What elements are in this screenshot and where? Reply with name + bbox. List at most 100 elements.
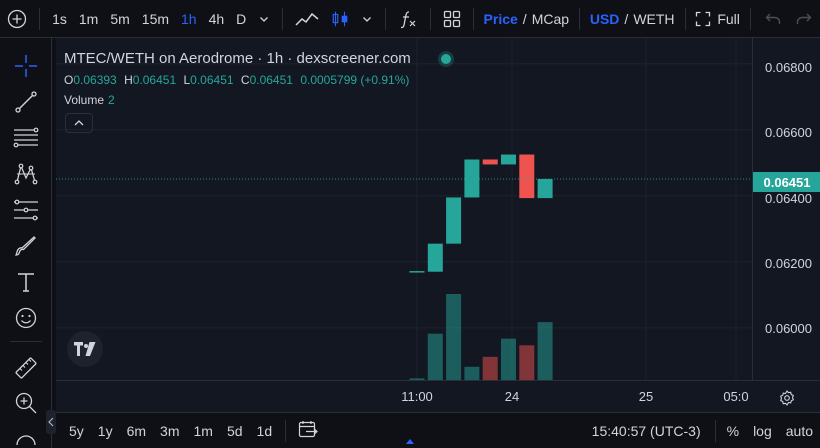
text-icon bbox=[18, 273, 34, 292]
toolbar-divider bbox=[39, 7, 41, 30]
range-6m[interactable]: 6m bbox=[126, 422, 147, 439]
price-option[interactable]: Price bbox=[483, 10, 518, 27]
interval-1s[interactable]: 1s bbox=[52, 10, 67, 27]
measure-tool[interactable] bbox=[10, 195, 42, 225]
crosshair-tool[interactable] bbox=[10, 51, 42, 81]
ruler-icon bbox=[15, 357, 37, 379]
price-axis[interactable]: 0.06800 0.06600 0.06400 0.06200 0.06000 … bbox=[752, 38, 820, 380]
ruler-lines-icon bbox=[14, 199, 38, 221]
interval-5m[interactable]: 5m bbox=[110, 10, 130, 27]
candle-chart-button[interactable] bbox=[325, 0, 355, 38]
percent-scale-button[interactable]: % bbox=[726, 423, 740, 439]
low-value: 0.06451 bbox=[190, 73, 234, 87]
weth-option[interactable]: WETH bbox=[633, 10, 675, 27]
candle-body bbox=[519, 154, 535, 199]
line-chart-button[interactable] bbox=[289, 0, 325, 38]
low-label: L bbox=[183, 73, 191, 87]
pattern-tool[interactable] bbox=[10, 159, 42, 189]
chart-settings-button[interactable] bbox=[776, 387, 798, 409]
chart-grid bbox=[56, 38, 752, 380]
time-tick-label: 11:00 bbox=[401, 389, 433, 404]
redo-button[interactable] bbox=[788, 0, 820, 38]
volume-bar bbox=[427, 333, 443, 380]
zoom-in-icon bbox=[15, 392, 37, 414]
emoji-tool[interactable] bbox=[10, 303, 42, 333]
volume-bar bbox=[446, 294, 462, 380]
range-5d[interactable]: 5d bbox=[226, 422, 243, 439]
toolbar-divider bbox=[749, 7, 751, 30]
calendar-arrow-icon bbox=[299, 421, 318, 438]
magnet-tool[interactable] bbox=[10, 428, 42, 448]
interval-d[interactable]: D bbox=[236, 10, 247, 27]
chevron-left-icon bbox=[48, 417, 54, 427]
time-axis[interactable]: 11:00 24 25 05:0 bbox=[56, 380, 820, 412]
fullscreen-button[interactable]: Full bbox=[691, 0, 744, 38]
volume-legend: Volume 2 bbox=[64, 93, 115, 107]
trend-line-tool[interactable] bbox=[10, 87, 42, 117]
currency-toggle[interactable]: USD / WETH bbox=[586, 0, 679, 38]
volume-bar bbox=[409, 378, 425, 380]
timezone-button[interactable]: 15:40:57 (UTC-3) bbox=[591, 423, 701, 439]
legend-collapse-button[interactable] bbox=[65, 113, 93, 133]
brush-tool[interactable] bbox=[10, 231, 42, 261]
brush-icon bbox=[14, 236, 36, 256]
tradingview-logo[interactable] bbox=[67, 331, 103, 367]
add-indicator-button[interactable] bbox=[0, 0, 33, 38]
interval-dropdown[interactable] bbox=[252, 0, 276, 38]
candle-body bbox=[537, 178, 553, 199]
time-tick-label: 05:0 bbox=[723, 389, 749, 404]
candle-body bbox=[427, 243, 443, 272]
toolbar-divider bbox=[429, 7, 431, 30]
volume-bars bbox=[409, 294, 553, 380]
date-range-button[interactable] bbox=[294, 420, 322, 441]
chart-pane[interactable]: MTEC/WETH on Aerodrome · 1h · dexscreene… bbox=[56, 38, 752, 380]
drawing-toolbar bbox=[0, 38, 56, 448]
chevron-down-icon bbox=[260, 16, 269, 22]
range-1m[interactable]: 1m bbox=[193, 422, 213, 439]
usd-option[interactable]: USD bbox=[589, 10, 620, 27]
chart-canvas[interactable] bbox=[56, 38, 752, 380]
toolbar-divider bbox=[282, 7, 284, 30]
change-value: 0.0005799 (+0.91%) bbox=[300, 73, 410, 87]
text-tool[interactable] bbox=[10, 267, 42, 297]
range-1d[interactable]: 1d bbox=[256, 422, 273, 439]
tradingview-logo-icon bbox=[74, 342, 96, 356]
auto-scale-button[interactable]: auto bbox=[785, 423, 813, 439]
log-scale-button[interactable]: log bbox=[753, 423, 772, 439]
indicators-button[interactable] bbox=[392, 0, 424, 38]
undo-button[interactable] bbox=[757, 0, 789, 38]
price-mcap-toggle[interactable]: Price / MCap bbox=[480, 0, 574, 38]
collapse-toolbar-button[interactable] bbox=[46, 410, 56, 434]
magnet-icon bbox=[16, 435, 36, 445]
range-list: 5y 1y 6m 3m 1m 5d 1d bbox=[62, 423, 279, 439]
range-1y[interactable]: 1y bbox=[97, 422, 113, 439]
chart-type-dropdown[interactable] bbox=[355, 0, 379, 38]
smiley-icon bbox=[15, 307, 37, 329]
toolbar-divider bbox=[714, 420, 716, 442]
mcap-option[interactable]: MCap bbox=[531, 10, 570, 27]
layouts-button[interactable] bbox=[437, 0, 467, 38]
interval-1h[interactable]: 1h bbox=[181, 10, 197, 27]
zoom-tool[interactable] bbox=[10, 388, 42, 418]
range-5y[interactable]: 5y bbox=[69, 422, 84, 439]
toolbar-divider bbox=[385, 7, 386, 30]
volume-label: Volume bbox=[64, 93, 105, 107]
function-icon bbox=[400, 10, 416, 28]
range-3m[interactable]: 3m bbox=[160, 422, 180, 439]
interval-4h[interactable]: 4h bbox=[208, 10, 225, 27]
candles bbox=[409, 154, 553, 273]
toolbar-divider bbox=[579, 7, 580, 30]
ohlc-legend: O0.06393 H0.06451 L0.06451 C0.06451 0.00… bbox=[64, 73, 409, 87]
interval-15m[interactable]: 15m bbox=[141, 10, 170, 27]
chevron-up-icon bbox=[74, 120, 84, 126]
open-value: 0.06393 bbox=[73, 73, 117, 87]
toolbar-divider bbox=[285, 419, 287, 442]
interval-1m[interactable]: 1m bbox=[78, 10, 99, 27]
fib-tool[interactable] bbox=[10, 123, 42, 153]
volume-bar bbox=[464, 366, 480, 380]
ruler-tool[interactable] bbox=[10, 353, 42, 383]
bottom-toolbar: 5y 1y 6m 3m 1m 5d 1d 15:40:57 (UTC-3) % … bbox=[56, 412, 820, 448]
pattern-icon bbox=[14, 163, 38, 185]
gear-icon bbox=[780, 390, 794, 406]
line-chart-icon bbox=[295, 12, 319, 26]
